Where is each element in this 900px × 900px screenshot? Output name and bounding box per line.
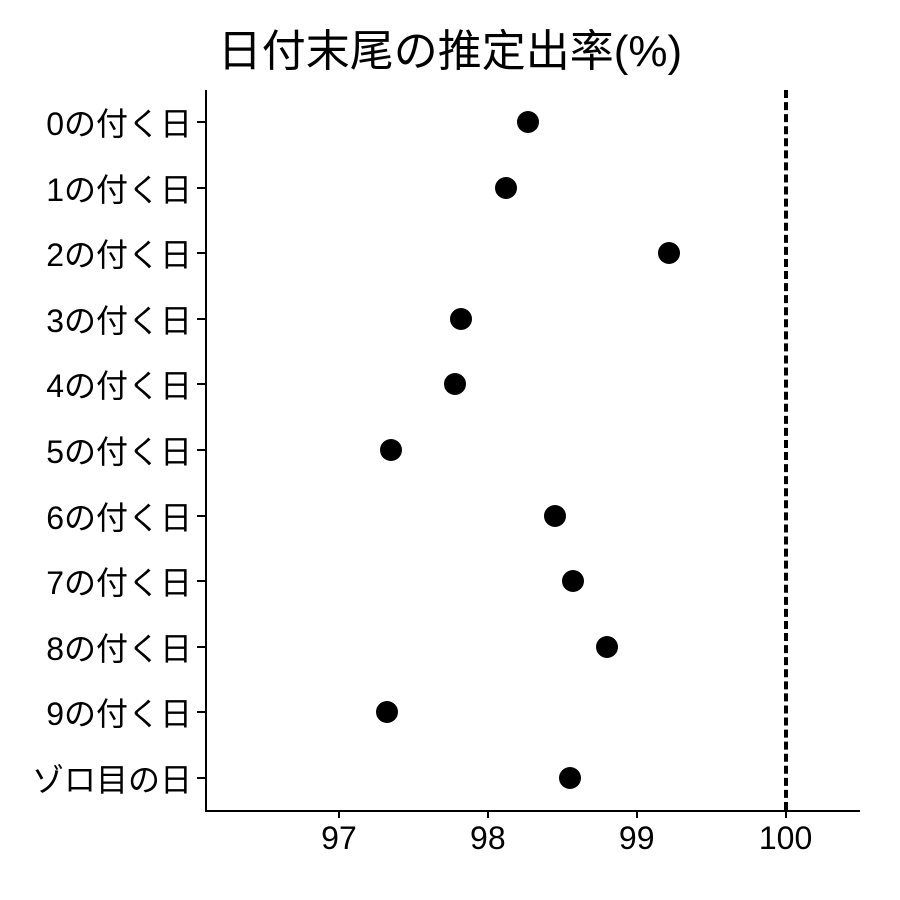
data-point bbox=[444, 373, 466, 395]
chart-title: 日付末尾の推定出率(%) bbox=[0, 15, 900, 79]
data-point bbox=[450, 308, 472, 330]
y-tick-mark bbox=[197, 121, 205, 123]
y-tick-label: 0の付く日 bbox=[46, 99, 192, 145]
y-tick-mark bbox=[197, 187, 205, 189]
y-tick-label: 8の付く日 bbox=[46, 624, 192, 670]
reference-line bbox=[784, 90, 788, 810]
y-tick-mark bbox=[197, 449, 205, 451]
y-tick-mark bbox=[197, 646, 205, 648]
data-point bbox=[544, 505, 566, 527]
y-tick-label: 6の付く日 bbox=[46, 493, 192, 539]
data-point bbox=[596, 636, 618, 658]
y-tick-mark bbox=[197, 777, 205, 779]
y-tick-label: ゾロ目の日 bbox=[32, 755, 192, 801]
data-point bbox=[559, 767, 581, 789]
y-tick-mark bbox=[197, 383, 205, 385]
x-tick-label: 97 bbox=[321, 820, 357, 857]
y-tick-label: 3の付く日 bbox=[46, 296, 192, 342]
y-tick-mark bbox=[197, 711, 205, 713]
x-tick-mark bbox=[487, 810, 489, 818]
data-point bbox=[380, 439, 402, 461]
y-tick-label: 7の付く日 bbox=[46, 558, 192, 604]
y-tick-mark bbox=[197, 580, 205, 582]
y-tick-label: 4の付く日 bbox=[46, 361, 192, 407]
data-point bbox=[517, 111, 539, 133]
chart-container: 日付末尾の推定出率(%) 0の付く日 1の付く日 2の付く日 3の付く日 4の付く日 5の… bbox=[0, 0, 900, 900]
x-axis-line bbox=[205, 810, 860, 812]
data-point bbox=[495, 177, 517, 199]
y-axis-line bbox=[205, 90, 207, 810]
y-tick-label: 1の付く日 bbox=[46, 165, 192, 211]
y-tick-label: 5の付く日 bbox=[46, 427, 192, 473]
x-tick-label: 98 bbox=[470, 820, 506, 857]
data-point bbox=[562, 570, 584, 592]
data-point bbox=[376, 701, 398, 723]
x-tick-mark bbox=[785, 810, 787, 818]
data-point bbox=[658, 242, 680, 264]
y-tick-mark bbox=[197, 252, 205, 254]
y-tick-label: 2の付く日 bbox=[46, 230, 192, 276]
x-tick-mark bbox=[636, 810, 638, 818]
x-tick-label: 99 bbox=[619, 820, 655, 857]
y-tick-label: 9の付く日 bbox=[46, 689, 192, 735]
y-tick-mark bbox=[197, 318, 205, 320]
x-tick-mark bbox=[338, 810, 340, 818]
x-tick-label: 100 bbox=[759, 820, 812, 857]
y-tick-mark bbox=[197, 515, 205, 517]
